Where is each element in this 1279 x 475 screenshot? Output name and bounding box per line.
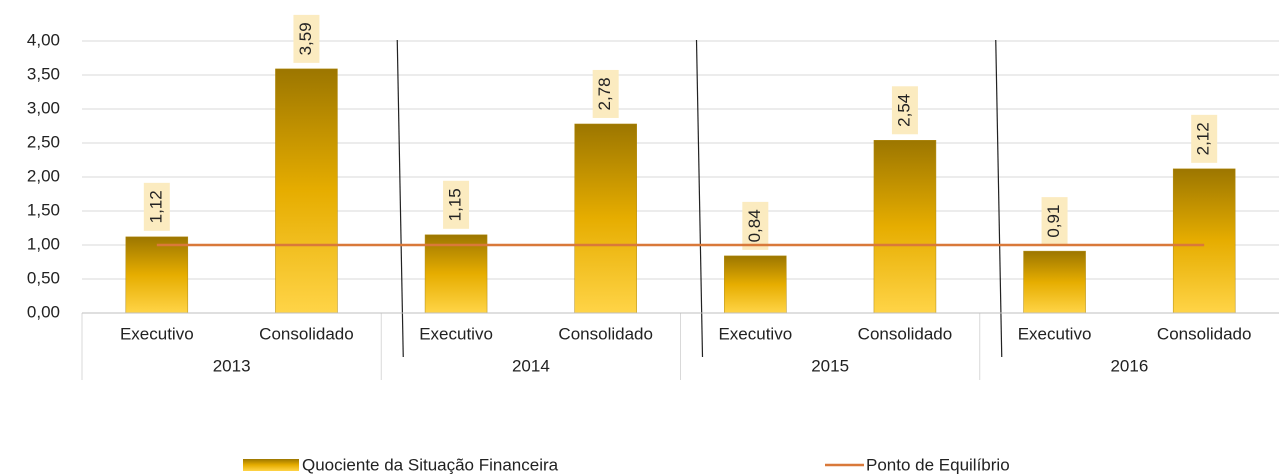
- value-label: 1,15: [446, 188, 465, 221]
- bar: [574, 123, 637, 314]
- value-label: 3,59: [296, 22, 315, 55]
- bar: [125, 236, 189, 314]
- value-label: 2,54: [894, 94, 913, 127]
- legend-label: Quociente da Situação Financeira: [302, 455, 559, 474]
- y-tick-label: 3,00: [27, 98, 60, 117]
- y-tick-label: 1,00: [27, 234, 60, 253]
- y-tick-label: 0,00: [27, 302, 60, 321]
- y-tick-label: 2,50: [27, 132, 60, 151]
- bar: [424, 234, 488, 314]
- value-label-box: [592, 69, 619, 118]
- x-tick-label: Consolidado: [1157, 324, 1252, 343]
- bar: [1172, 168, 1236, 314]
- x-tick-label: Executivo: [1018, 324, 1092, 343]
- bar: [873, 140, 937, 314]
- group-label: 2016: [1110, 356, 1148, 375]
- value-label: 1,12: [146, 190, 165, 223]
- divider-line: [995, 39, 1003, 358]
- x-tick-label: Executivo: [419, 324, 493, 343]
- group-label: 2013: [213, 356, 251, 375]
- bar: [724, 255, 787, 314]
- value-label: 2,12: [1194, 122, 1213, 155]
- value-label-box: [293, 14, 320, 63]
- value-label-box: [143, 182, 170, 231]
- group-label: 2014: [512, 356, 550, 375]
- legend-key-bar: [243, 459, 299, 471]
- value-label-box: [1191, 114, 1218, 163]
- value-label-box: [443, 180, 470, 229]
- bar: [1023, 250, 1086, 314]
- group-label: 2015: [811, 356, 849, 375]
- divider-line: [396, 39, 404, 358]
- bar: [275, 68, 338, 314]
- value-label: 0,91: [1044, 205, 1063, 238]
- y-tick-label: 3,50: [27, 64, 60, 83]
- y-tick-label: 1,50: [27, 200, 60, 219]
- x-tick-label: Consolidado: [558, 324, 653, 343]
- y-tick-label: 0,50: [27, 268, 60, 287]
- x-tick-label: Executivo: [120, 324, 194, 343]
- divider-line: [695, 39, 704, 358]
- value-label-box: [891, 86, 918, 135]
- x-tick-label: Executivo: [718, 324, 792, 343]
- value-label: 0,84: [745, 209, 764, 242]
- x-tick-label: Consolidado: [259, 324, 354, 343]
- value-label-box: [1041, 197, 1068, 246]
- y-tick-label: 2,00: [27, 166, 60, 185]
- x-tick-label: Consolidado: [858, 324, 953, 343]
- legend-label: Ponto de Equilíbrio: [866, 455, 1010, 474]
- y-tick-label: 4,00: [27, 30, 60, 49]
- value-label: 2,78: [595, 77, 614, 110]
- value-label-box: [742, 201, 769, 250]
